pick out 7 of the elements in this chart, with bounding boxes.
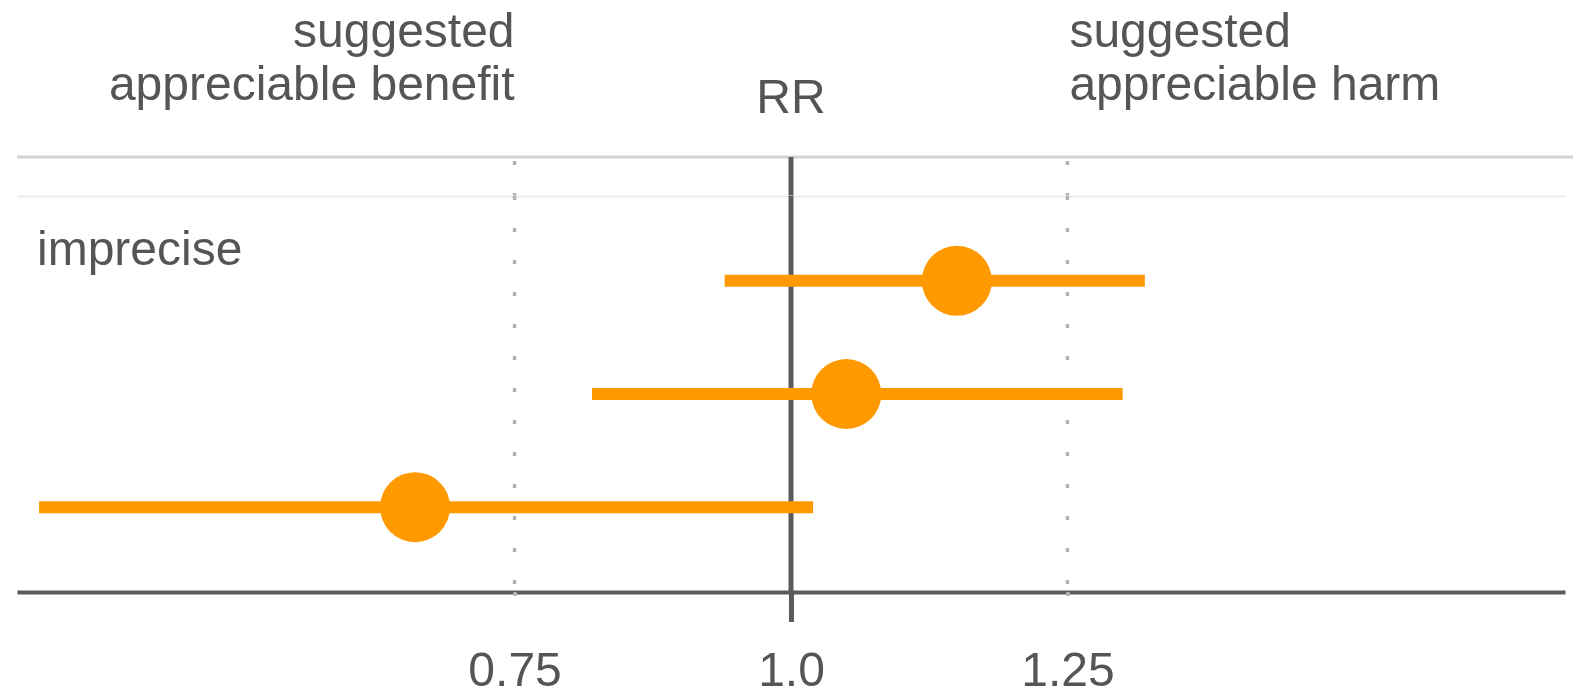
ref-line-label: suggested appreciable benefit [108,4,515,110]
x-axis-title: RR [756,70,826,123]
annotation: imprecise [37,222,243,275]
x-tick-label: 1.0 [758,643,825,694]
ref-line-label: suggested appreciable harm [1069,4,1441,110]
x-tick-label: 1.25 [1021,643,1115,694]
x-tick-label: 0.75 [468,643,562,694]
